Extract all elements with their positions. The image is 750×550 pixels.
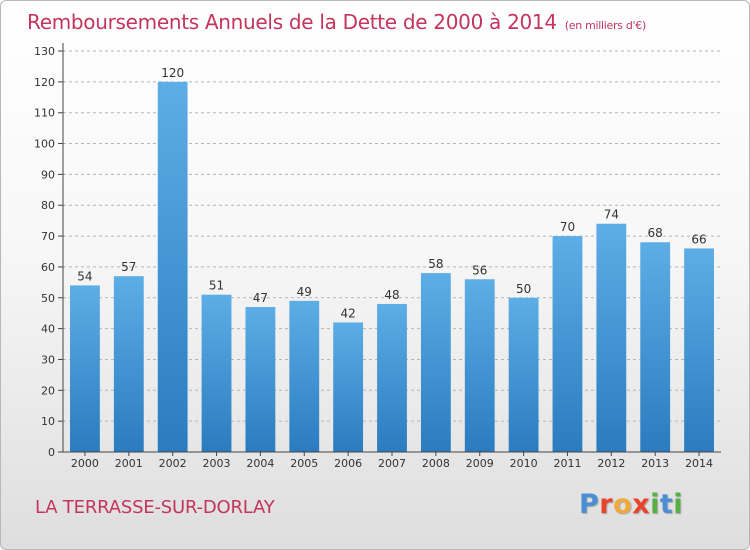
- value-label-2003: 51: [209, 279, 224, 293]
- value-label-2007: 48: [384, 288, 399, 302]
- y-tick-label-130: 130: [34, 45, 55, 58]
- x-tick-label-2006: 2006: [334, 457, 362, 470]
- value-label-2004: 47: [253, 291, 268, 305]
- bar-2005: [289, 300, 320, 452]
- x-tick-label-2012: 2012: [597, 457, 625, 470]
- value-label-2002: 120: [161, 66, 184, 80]
- value-label-2011: 70: [560, 220, 575, 234]
- logo-letter: t: [659, 489, 674, 520]
- value-label-2013: 68: [648, 226, 663, 240]
- y-tick-label-40: 40: [41, 323, 55, 336]
- bar-2006: [333, 322, 364, 452]
- y-tick-label-0: 0: [48, 446, 55, 459]
- y-tick-label-20: 20: [41, 384, 55, 397]
- value-label-2014: 66: [691, 232, 706, 246]
- bar-2008: [420, 273, 451, 452]
- city-name: LA TERRASSE-SUR-DORLAY: [35, 497, 275, 518]
- bars: [70, 81, 714, 452]
- value-label-2012: 74: [604, 208, 619, 222]
- x-tick-label-2011: 2011: [553, 457, 581, 470]
- x-tick-label-2000: 2000: [71, 457, 99, 470]
- x-tick-label-2014: 2014: [685, 457, 713, 470]
- bar-2011: [552, 236, 583, 452]
- y-tick-label-10: 10: [41, 415, 55, 428]
- value-label-2001: 57: [121, 260, 136, 274]
- chart-title-text: Remboursements Annuels de la Dette de 20…: [27, 10, 557, 34]
- y-tick-label-80: 80: [41, 199, 55, 212]
- value-label-2000: 54: [77, 269, 92, 283]
- value-label-2008: 58: [428, 257, 443, 271]
- y-tick-label-90: 90: [41, 168, 55, 181]
- bar-2010: [508, 297, 539, 452]
- proxiti-logo: Proxiti: [579, 489, 683, 520]
- logo-letter: i: [650, 489, 660, 520]
- x-tick-label-2004: 2004: [246, 457, 274, 470]
- x-tick-label-2008: 2008: [422, 457, 450, 470]
- logo-letter: o: [613, 489, 633, 520]
- x-tick-label-2007: 2007: [378, 457, 406, 470]
- axes: [58, 43, 721, 456]
- x-tick-label-2002: 2002: [159, 457, 187, 470]
- x-tick-label-2003: 2003: [203, 457, 231, 470]
- y-tick-label-110: 110: [34, 107, 55, 120]
- y-tick-label-100: 100: [34, 138, 55, 151]
- chart-subtitle: (en milliers d'€): [564, 19, 646, 32]
- x-tick-label-2005: 2005: [290, 457, 318, 470]
- labels: 0 10 20 30 40 50 60 70 80 90 100 110 120 130 54 2000 57 2…: [34, 45, 713, 470]
- chart-title: Remboursements Annuels de la Dette de 20…: [27, 10, 646, 34]
- y-tick-label-70: 70: [41, 230, 55, 243]
- bar-2014: [684, 248, 714, 452]
- logo-letter: r: [599, 489, 614, 520]
- bar-2012: [596, 223, 627, 452]
- bar-2004: [245, 307, 276, 452]
- logo-letter: x: [632, 489, 651, 520]
- bar-2009: [464, 279, 495, 452]
- bar-2000: [70, 285, 100, 452]
- x-tick-label-2013: 2013: [641, 457, 669, 470]
- bar-2003: [201, 294, 232, 452]
- bar-2001: [113, 276, 144, 452]
- bar-2002: [157, 81, 188, 452]
- bar-2007: [377, 303, 407, 452]
- x-tick-label-2010: 2010: [510, 457, 538, 470]
- value-label-2005: 49: [297, 285, 312, 299]
- x-tick-label-2001: 2001: [115, 457, 143, 470]
- logo-letter: P: [579, 489, 600, 520]
- y-tick-label-120: 120: [34, 76, 55, 89]
- value-label-2010: 50: [516, 282, 531, 296]
- bar-2013: [640, 242, 671, 452]
- y-tick-label-60: 60: [41, 261, 55, 274]
- x-tick-label-2009: 2009: [466, 457, 494, 470]
- logo-letter: i: [673, 489, 684, 520]
- y-tick-label-30: 30: [41, 353, 55, 366]
- value-label-2006: 42: [340, 306, 355, 320]
- value-label-2009: 56: [472, 263, 487, 277]
- y-tick-label-50: 50: [41, 292, 55, 305]
